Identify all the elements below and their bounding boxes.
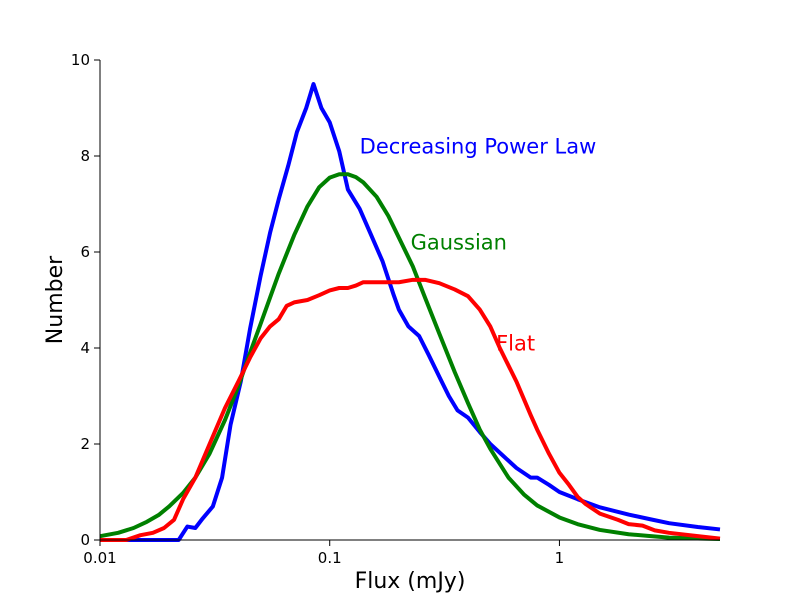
x-tick-label: 0.1 bbox=[318, 549, 342, 567]
y-tick-label: 10 bbox=[71, 51, 90, 69]
axes-layer bbox=[99, 60, 720, 541]
ticks-layer: 0 2 4 6 8 10 0.01 0.1 1 bbox=[71, 51, 564, 567]
annotation-flat: Flat bbox=[496, 331, 535, 355]
x-axis-title: Flux (mJy) bbox=[355, 569, 466, 594]
y-tick-label: 2 bbox=[80, 435, 90, 453]
y-axis-title: Number bbox=[43, 255, 68, 344]
series-line-decreasing-power-law bbox=[100, 82, 721, 542]
y-tick-label: 4 bbox=[80, 339, 90, 357]
x-tick-label: 0.01 bbox=[83, 549, 116, 567]
y-tick-label: 0 bbox=[80, 531, 90, 549]
annotation-gaussian: Gaussian bbox=[411, 231, 507, 255]
annotation-decreasing-power-law: Decreasing Power Law bbox=[360, 135, 597, 159]
y-tick-label: 6 bbox=[80, 243, 90, 261]
x-tick-label: 1 bbox=[555, 549, 565, 567]
y-tick-label: 8 bbox=[80, 147, 90, 165]
series-line-flat bbox=[100, 277, 721, 542]
series-layer bbox=[99, 82, 721, 542]
annotations-layer: Decreasing Power Law Gaussian Flat bbox=[360, 135, 597, 356]
